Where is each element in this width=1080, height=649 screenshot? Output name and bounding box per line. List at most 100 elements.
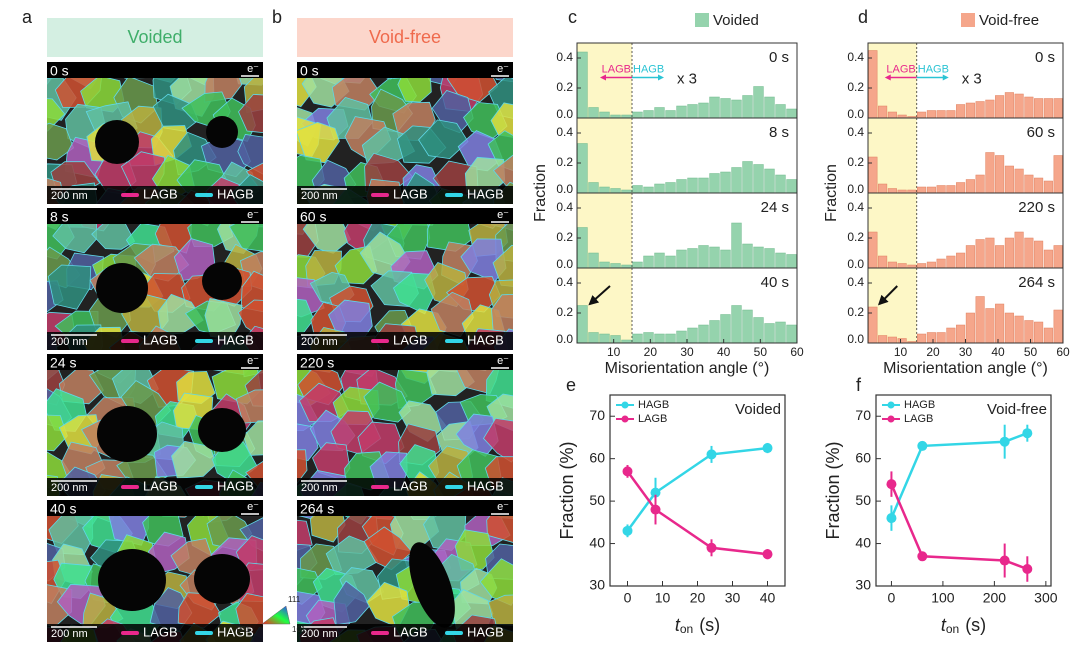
legend-label: HAGB: [467, 624, 504, 639]
bar: [936, 185, 946, 194]
y-tick-label: 0.0: [556, 182, 573, 196]
bar: [588, 252, 599, 269]
bar: [764, 168, 775, 194]
y-tick-label: 0.2: [556, 305, 573, 319]
y-axis-label: Fraction (%): [557, 441, 577, 539]
legend-swatch: [695, 13, 709, 27]
y-tick-label: 0.4: [847, 200, 864, 214]
void: [95, 120, 139, 164]
bar: [632, 261, 643, 269]
bar: [975, 101, 985, 119]
beam-label: e⁻: [497, 501, 509, 513]
x-tick-label: 40: [717, 345, 731, 359]
grains: [297, 62, 513, 204]
bar: [995, 155, 1005, 194]
x-tick-label: 0: [624, 590, 632, 606]
bar: [709, 96, 720, 119]
bar: [926, 261, 936, 269]
frame-time: 24 s: [50, 355, 76, 371]
legend-label: HAGB: [904, 399, 935, 411]
legend-label: LAGB: [638, 413, 667, 425]
beam-label: e⁻: [497, 355, 509, 367]
legend-label: HAGB: [638, 399, 669, 411]
bar: [1004, 92, 1014, 119]
panel-label: f: [856, 375, 862, 395]
bar: [698, 102, 709, 119]
beam-label: e⁻: [247, 63, 259, 75]
bar: [676, 330, 687, 344]
legend-marker: [621, 401, 629, 409]
bar: [878, 183, 888, 194]
panel-label: d: [858, 7, 868, 27]
bar: [588, 332, 599, 344]
x-label-var: t: [941, 615, 947, 635]
bar: [897, 263, 907, 269]
marker: [917, 440, 928, 451]
y-tick-label: 0.4: [556, 200, 573, 214]
map-top-bar: [297, 354, 513, 370]
bar: [985, 152, 995, 194]
y-tick-label: 0.2: [847, 80, 864, 94]
bar: [1043, 98, 1053, 119]
x-axis-label: Misorientation angle (°): [883, 360, 1048, 377]
bar: [965, 312, 975, 344]
bar: [1014, 231, 1024, 269]
subplot-label: 8 s: [769, 124, 789, 141]
bar: [764, 248, 775, 269]
bar: [753, 246, 764, 269]
bar: [676, 179, 687, 194]
legend-label: LAGB: [393, 186, 428, 201]
y-tick-label: 70: [855, 407, 871, 423]
subplot-label: 220 s: [1018, 199, 1055, 216]
bar: [1043, 327, 1053, 344]
bar: [665, 110, 676, 119]
scale-bar-label: 200 nm: [301, 190, 338, 202]
bar: [1004, 165, 1014, 194]
arrow-head: [884, 74, 891, 81]
y-axis-label: Fraction (%): [823, 441, 843, 539]
legend-label: LAGB: [393, 478, 428, 493]
map-header-text: Voided: [127, 27, 182, 47]
bar: [975, 239, 985, 269]
bar: [588, 107, 599, 119]
y-tick-label: 50: [855, 492, 871, 508]
bar: [868, 156, 878, 194]
bar: [887, 336, 897, 344]
bar: [1043, 249, 1053, 269]
bar: [764, 323, 775, 344]
bar: [975, 296, 985, 344]
annotation-scale: x 3: [962, 70, 982, 87]
void: [202, 262, 242, 300]
bar: [926, 186, 936, 194]
grains: [297, 500, 513, 642]
beam-label: e⁻: [497, 63, 509, 75]
ipf-label: 001: [237, 625, 251, 634]
arrow-head: [942, 74, 949, 81]
x-tick-label: 20: [926, 345, 940, 359]
ipf-triangle: [261, 605, 291, 625]
ipf-label: 101: [292, 625, 306, 634]
bar: [709, 246, 720, 269]
subplot-label: 0 s: [1035, 49, 1055, 66]
ebsd-map: 24 s e⁻ 200 nm LAGB HAGB: [47, 354, 263, 496]
series-line: [626, 446, 768, 532]
bar: [946, 255, 956, 269]
chart-title: Voided: [735, 401, 781, 418]
frame-time: 220 s: [300, 355, 334, 371]
subplot-label: 40 s: [761, 274, 789, 291]
subplot-label: 0 s: [769, 49, 789, 66]
y-tick-label: 0.2: [556, 230, 573, 244]
bar: [599, 186, 610, 194]
bar: [965, 179, 975, 194]
bar: [956, 182, 966, 194]
bar: [887, 261, 897, 269]
bar: [577, 51, 588, 119]
ebsd-map: 220 s e⁻ 200 nm LAGB HAGB: [297, 354, 513, 496]
bar: [665, 333, 676, 344]
legend-swatch: [961, 13, 975, 27]
y-tick-label: 0.0: [556, 332, 573, 346]
bar: [742, 95, 753, 119]
bar: [786, 324, 797, 344]
scale-bar-label: 200 nm: [301, 482, 338, 494]
marker: [706, 449, 717, 460]
